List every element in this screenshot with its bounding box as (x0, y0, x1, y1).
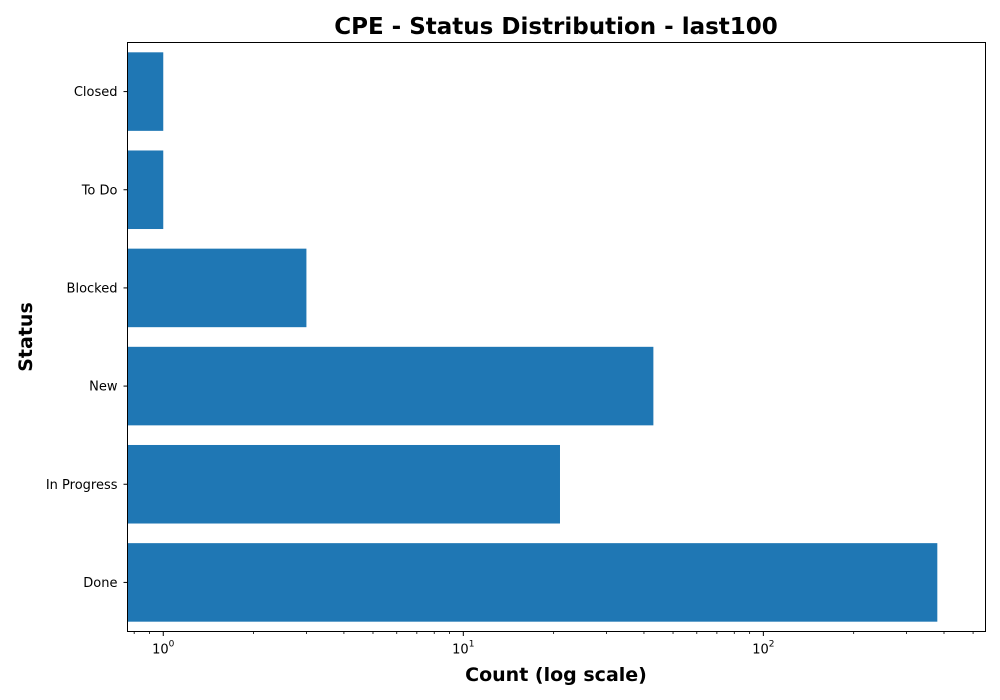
bar-new (127, 346, 654, 426)
bars-group (127, 52, 938, 622)
chart-title: CPE - Status Distribution - last100 (334, 14, 778, 40)
x-tick-label-10-0: 100 (152, 640, 175, 658)
y-tick-label-blocked: Blocked (67, 281, 118, 296)
bar-done (127, 543, 938, 622)
y-axis-label: Status (15, 302, 37, 372)
x-axis-ticks: 100 101 102 (133, 631, 974, 658)
plot-frame (127, 42, 986, 632)
x-tick-label-10-2: 102 (752, 640, 774, 658)
bar-in-progress (127, 444, 560, 524)
y-tick-label-done: Done (83, 576, 117, 591)
y-tick-label-in-progress: In Progress (46, 478, 118, 493)
bar-blocked (127, 248, 307, 328)
bar-to-do (127, 150, 164, 230)
bar-closed (127, 52, 164, 131)
y-tick-label-new: New (89, 380, 118, 395)
x-axis-label: Count (log scale) (465, 664, 647, 686)
y-tick-label-to-do: To Do (81, 183, 118, 198)
y-tick-label-closed: Closed (74, 85, 118, 100)
x-tick-label-10-1: 101 (452, 640, 474, 658)
y-axis-ticks: Done In Progress New Blocked To Do Closed (46, 85, 128, 591)
